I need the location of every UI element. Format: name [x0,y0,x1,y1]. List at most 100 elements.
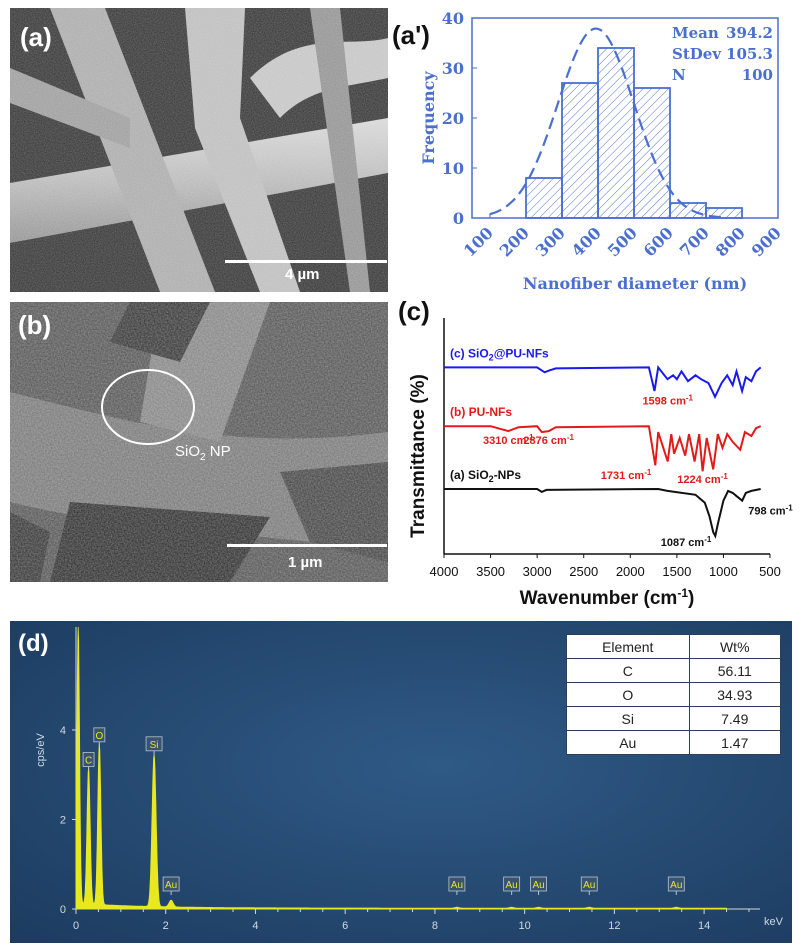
scale-bar-a [225,260,387,263]
peak-annotation: 1087 cm-1 [661,535,712,549]
x-tick-label: 800 [712,223,749,260]
eds-cell: Si [566,706,690,731]
stat-label: N [672,66,686,84]
x-tick-label: 2000 [616,564,645,579]
panel-label-c: (c) [398,300,430,326]
sem-image-a: (a) 4 µm [10,8,388,292]
peak-label: C [85,755,92,766]
histogram-bar [525,177,563,219]
panel-label-b: (b) [18,310,52,340]
x-tick-label: 14 [698,920,710,932]
x-axis-label: Wavenumber (cm-1) [520,586,695,609]
eds-cell: 34.93 [688,682,782,707]
series-label-sub: 2 [489,474,494,484]
peak-label: Au [165,880,177,891]
x-tick-label: 2 [163,920,169,932]
peak-annotation: 2876 cm-1 [523,433,574,447]
ftir-series-line [444,487,761,539]
histogram-chart: (a')010203040100200300400500600700800900… [392,9,785,293]
panel-label-a: (a) [20,22,52,52]
sio2-np-annotation: SiO2 NP [175,443,231,463]
peak-label: Au [583,880,595,891]
x-tick-label: 1000 [709,564,738,579]
peak-label: Au [532,880,544,891]
y-axis-label: Transmittance (%) [408,374,429,538]
stat-label: Mean [672,24,719,42]
sem-texture-a [10,8,388,292]
x-tick-label: 300 [532,223,569,260]
table-row: Si 7.49 [566,706,782,731]
x-tick-label: 900 [748,223,785,260]
eds-cell: 56.11 [688,658,782,683]
x-tick-label: 500 [604,223,641,260]
x-tick-label: 600 [640,223,677,260]
peak-label: Au [670,880,682,891]
y-tick-label: 10 [442,159,464,178]
x-tick-label: 10 [519,920,531,932]
x-tick-label: 8 [432,920,438,932]
peak-label: Au [506,880,518,891]
normal-fit-curve [489,27,725,219]
stat-value: 105.3 [726,45,773,63]
series-label-tail: -NPs [494,468,522,482]
peak-annotation: 1224 cm-1 [677,472,728,486]
sem-texture-b [10,302,388,582]
y-tick-label: 0 [60,904,66,916]
peak-annotation-sup: -1 [786,503,794,512]
eds-table-header-row: Element Wt% [566,634,782,659]
scale-text-b: 1 µm [288,554,323,571]
histogram-bar [597,47,635,219]
series-label: (a) SiO2-NPs [450,468,521,484]
peak-annotation-sup: -1 [721,472,729,481]
peak-annotation-sup: -1 [704,535,712,544]
peak-label: Au [451,880,463,891]
peak-annotation-sup: -1 [567,433,575,442]
peak-annotation-sup: -1 [644,468,652,477]
stat-value: 100 [742,66,773,84]
x-tick-label: 400 [568,223,605,260]
x-tick-label: 3500 [476,564,505,579]
eds-cell: O [566,682,690,707]
x-unit-label: keV [764,916,784,928]
peak-annotation: 3310 cm-1 [483,433,534,447]
eds-col-element: Element [566,634,690,659]
x-tick-label: 200 [496,223,533,260]
peak-label-box [93,727,106,743]
peak-label-box [145,736,163,752]
scale-text-a: 4 µm [285,266,320,283]
peak-annotation-sup: -1 [686,394,694,403]
panel-label-d: (d) [18,630,49,657]
x-tick-label: 500 [759,564,781,579]
table-row: C 56.11 [566,658,782,683]
x-tick-label: 4 [252,920,258,932]
series-label: (c) SiO2@PU-NFs [450,346,549,362]
peak-annotation-sup: -1 [526,433,534,442]
y-tick-label: 30 [442,59,464,78]
x-tick-label: 6 [342,920,348,932]
y-tick-label: 2 [60,814,66,826]
peak-annotation: 1731 cm-1 [601,468,652,482]
eds-spectrum [75,626,727,910]
x-axis-label: Nanofiber diameter (nm) [523,274,747,293]
series-label: (b) PU-NFs [450,405,512,419]
sem-image-b: (b) SiO2 NP 1 µm [10,302,388,582]
panel-label-a-prime: (a') [392,20,430,50]
x-tick-label: 12 [608,920,620,932]
x-tick-label: 1500 [662,564,691,579]
eds-cell: 7.49 [688,706,782,731]
eds-cell: C [566,658,690,683]
y-axis-label: cps/eV [35,733,47,767]
series-label-tail: @PU-NFs [494,346,549,360]
y-tick-label: 0 [453,209,464,228]
eds-col-wt: Wt% [688,634,782,659]
x-tick-label: 4000 [430,564,459,579]
peak-label: Si [150,740,159,751]
histogram-bar [669,202,707,219]
x-tick-label: 2500 [569,564,598,579]
x-tick-label: 3000 [523,564,552,579]
table-row: Au 1.47 [566,730,782,755]
series-label-sub: 2 [489,352,494,362]
eds-table: Element Wt% C 56.11 O 34.93 Si 7.49 Au 1.47 [566,634,782,755]
y-tick-label: 20 [442,109,464,128]
sio2-np-sub: 2 [200,452,206,463]
